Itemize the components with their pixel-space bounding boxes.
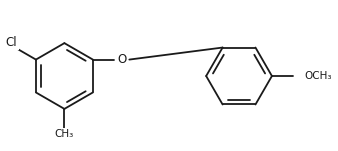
Text: CH₃: CH₃ bbox=[55, 129, 74, 139]
Text: O: O bbox=[118, 53, 127, 66]
Text: Cl: Cl bbox=[5, 36, 17, 49]
Text: OCH₃: OCH₃ bbox=[305, 71, 332, 81]
